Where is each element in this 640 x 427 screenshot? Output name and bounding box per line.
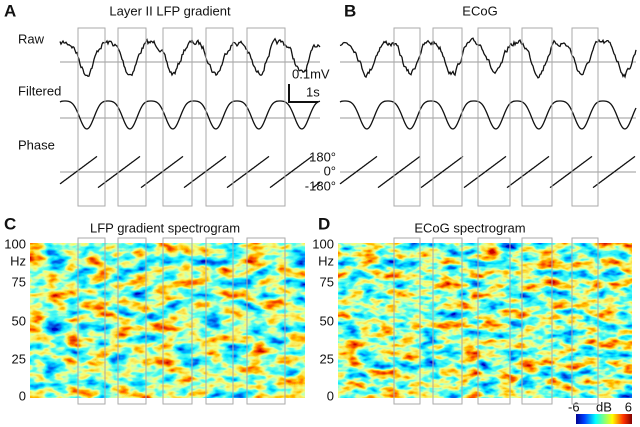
cycle-box bbox=[117, 237, 147, 405]
colorbar-label: -6 bbox=[568, 399, 580, 414]
y-axis-label: 100 bbox=[4, 236, 26, 251]
spectrogram bbox=[338, 243, 632, 398]
cycle-box bbox=[432, 237, 463, 405]
cycle-box bbox=[205, 27, 234, 207]
y-axis-label: 75 bbox=[12, 274, 26, 289]
raw-trace bbox=[59, 37, 321, 78]
panel-label: A bbox=[4, 1, 16, 20]
cycle-box bbox=[393, 27, 421, 207]
cycle-box bbox=[393, 237, 421, 405]
y-axis-label: Hz bbox=[10, 253, 26, 268]
panel-title: ECoG spectrogram bbox=[414, 220, 525, 235]
raw-trace bbox=[339, 37, 637, 79]
y-axis-label: 75 bbox=[320, 274, 334, 289]
cycle-box bbox=[477, 27, 511, 207]
cycle-box bbox=[162, 237, 193, 405]
scale-label: 0.1mV bbox=[292, 66, 330, 81]
row-label: Filtered bbox=[18, 83, 61, 98]
cycle-box bbox=[246, 237, 286, 405]
row-label: Raw bbox=[18, 31, 45, 46]
filtered-trace bbox=[59, 100, 321, 130]
row-label: Phase bbox=[18, 137, 55, 152]
phase-trace bbox=[339, 155, 636, 189]
cycle-box bbox=[117, 27, 147, 207]
colorbar-label: dB bbox=[596, 399, 612, 414]
panel-label: B bbox=[344, 1, 356, 20]
panel-label: C bbox=[4, 214, 16, 233]
cycle-box bbox=[77, 27, 106, 207]
colorbar-label: 6 bbox=[625, 399, 632, 414]
cycle-box bbox=[521, 237, 553, 405]
cycle-box bbox=[571, 27, 599, 207]
phase-tick: -180° bbox=[305, 178, 336, 193]
cycle-box bbox=[246, 27, 286, 207]
colorbar bbox=[576, 414, 632, 424]
spectrogram bbox=[30, 243, 305, 398]
panel-label: D bbox=[318, 214, 330, 233]
y-axis-label: 100 bbox=[312, 236, 334, 251]
filtered-trace bbox=[339, 100, 637, 130]
cycle-box bbox=[521, 27, 553, 207]
y-axis-label: 50 bbox=[12, 313, 26, 328]
cycle-box bbox=[477, 237, 511, 405]
scale-label: 1s bbox=[306, 84, 320, 99]
cycle-box bbox=[162, 27, 193, 207]
y-axis-label: 25 bbox=[12, 351, 26, 366]
panel-title: ECoG bbox=[462, 3, 497, 18]
phase-tick: 0° bbox=[324, 163, 336, 178]
panel-title: LFP gradient spectrogram bbox=[90, 220, 240, 235]
phase-tick: 180° bbox=[309, 149, 336, 164]
y-axis-label: 0 bbox=[327, 388, 334, 403]
panel-title: Layer II LFP gradient bbox=[109, 3, 231, 18]
y-axis-label: 50 bbox=[320, 313, 334, 328]
cycle-box bbox=[571, 237, 599, 405]
y-axis-label: 25 bbox=[320, 351, 334, 366]
cycle-box bbox=[205, 237, 234, 405]
cycle-box bbox=[432, 27, 463, 207]
y-axis-label: Hz bbox=[318, 253, 334, 268]
cycle-box bbox=[77, 237, 106, 405]
scale-bar bbox=[288, 84, 318, 103]
y-axis-label: 0 bbox=[19, 388, 26, 403]
